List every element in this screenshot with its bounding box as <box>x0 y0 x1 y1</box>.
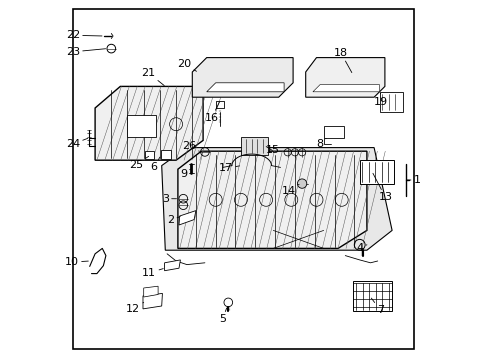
Polygon shape <box>312 85 379 92</box>
Polygon shape <box>127 115 156 137</box>
Text: 13: 13 <box>372 173 391 202</box>
Text: 4: 4 <box>355 243 366 253</box>
Polygon shape <box>162 148 391 250</box>
Polygon shape <box>95 86 203 160</box>
Text: 23: 23 <box>66 47 105 57</box>
Circle shape <box>297 179 306 188</box>
Polygon shape <box>206 83 284 92</box>
Polygon shape <box>178 151 366 248</box>
Text: 20: 20 <box>177 59 196 71</box>
Polygon shape <box>164 260 180 271</box>
Text: 24: 24 <box>65 138 87 149</box>
Text: 7: 7 <box>370 298 383 315</box>
Text: 18: 18 <box>333 48 351 73</box>
Polygon shape <box>305 58 384 97</box>
Text: 22: 22 <box>65 30 102 40</box>
Text: 21: 21 <box>141 68 164 86</box>
Polygon shape <box>359 160 393 184</box>
Polygon shape <box>143 286 158 297</box>
Polygon shape <box>241 137 267 155</box>
Text: 10: 10 <box>65 257 88 267</box>
Text: 1: 1 <box>407 175 420 185</box>
Text: 19: 19 <box>373 93 387 107</box>
Text: 16: 16 <box>204 102 219 123</box>
Text: 2: 2 <box>167 215 180 225</box>
Text: 15: 15 <box>265 145 279 156</box>
Text: 3: 3 <box>162 194 176 204</box>
Text: 14: 14 <box>281 184 299 196</box>
Text: 26: 26 <box>182 141 199 151</box>
Polygon shape <box>192 58 292 97</box>
Text: 5: 5 <box>218 308 226 324</box>
Text: 12: 12 <box>126 302 143 314</box>
Polygon shape <box>352 281 391 311</box>
Text: 6: 6 <box>150 157 160 172</box>
Bar <box>160 150 171 159</box>
Text: 8: 8 <box>315 138 325 149</box>
Text: 11: 11 <box>142 268 163 278</box>
Text: 25: 25 <box>129 156 148 170</box>
Polygon shape <box>142 293 162 309</box>
Text: 17: 17 <box>219 163 239 174</box>
Bar <box>145 151 154 159</box>
Polygon shape <box>379 92 402 112</box>
Polygon shape <box>323 126 343 138</box>
Text: 9: 9 <box>180 168 190 179</box>
Polygon shape <box>179 211 196 225</box>
